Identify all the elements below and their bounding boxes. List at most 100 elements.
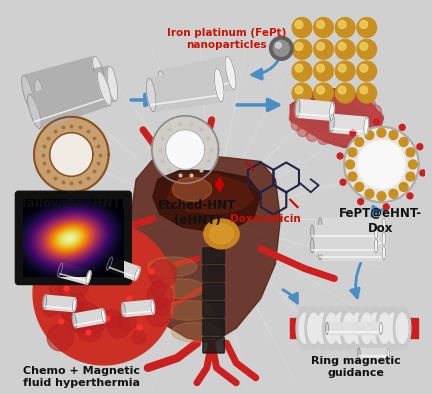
- Circle shape: [306, 94, 318, 106]
- Polygon shape: [312, 225, 376, 239]
- Text: Doxorubicin: Doxorubicin: [230, 214, 301, 224]
- Ellipse shape: [358, 307, 375, 350]
- Circle shape: [108, 316, 130, 338]
- Polygon shape: [35, 79, 45, 114]
- Polygon shape: [325, 322, 328, 334]
- Circle shape: [370, 105, 381, 117]
- Circle shape: [297, 125, 309, 137]
- Polygon shape: [290, 318, 418, 338]
- Polygon shape: [320, 232, 384, 246]
- Circle shape: [289, 112, 301, 124]
- Circle shape: [297, 99, 309, 111]
- Circle shape: [338, 43, 346, 50]
- Circle shape: [335, 83, 355, 103]
- Ellipse shape: [296, 307, 314, 350]
- Circle shape: [335, 18, 355, 37]
- Polygon shape: [374, 225, 378, 239]
- Polygon shape: [44, 295, 75, 312]
- Polygon shape: [23, 56, 104, 110]
- Ellipse shape: [370, 313, 381, 343]
- Polygon shape: [158, 71, 169, 104]
- Circle shape: [365, 131, 374, 139]
- Circle shape: [71, 268, 86, 283]
- Circle shape: [357, 39, 377, 59]
- Circle shape: [314, 18, 334, 37]
- FancyBboxPatch shape: [203, 284, 225, 299]
- Circle shape: [48, 251, 61, 265]
- Polygon shape: [57, 263, 63, 277]
- Polygon shape: [164, 300, 213, 320]
- Circle shape: [273, 41, 289, 56]
- Polygon shape: [290, 88, 384, 148]
- Polygon shape: [387, 348, 390, 358]
- Ellipse shape: [361, 313, 373, 343]
- Circle shape: [291, 119, 303, 130]
- Polygon shape: [153, 169, 261, 231]
- Circle shape: [383, 204, 389, 210]
- Ellipse shape: [308, 313, 320, 343]
- Circle shape: [399, 182, 408, 191]
- Polygon shape: [107, 257, 112, 270]
- Polygon shape: [152, 116, 219, 183]
- Polygon shape: [121, 303, 125, 316]
- Circle shape: [389, 131, 398, 139]
- Polygon shape: [330, 102, 334, 120]
- Polygon shape: [359, 348, 388, 358]
- Circle shape: [318, 91, 330, 103]
- Circle shape: [365, 190, 374, 198]
- Circle shape: [335, 39, 355, 59]
- Polygon shape: [320, 218, 384, 232]
- Circle shape: [407, 193, 413, 199]
- Circle shape: [399, 138, 408, 147]
- Polygon shape: [156, 279, 205, 298]
- Ellipse shape: [340, 307, 358, 350]
- Polygon shape: [297, 99, 333, 120]
- Circle shape: [364, 125, 375, 137]
- Ellipse shape: [343, 313, 355, 343]
- Ellipse shape: [325, 313, 337, 343]
- Ellipse shape: [388, 313, 399, 343]
- Polygon shape: [311, 239, 314, 253]
- Polygon shape: [50, 133, 93, 177]
- Circle shape: [149, 260, 177, 288]
- Ellipse shape: [352, 313, 364, 343]
- Polygon shape: [107, 66, 118, 101]
- Ellipse shape: [393, 307, 411, 350]
- Circle shape: [355, 138, 364, 147]
- Circle shape: [357, 61, 377, 81]
- Text: FePT@eHNT-
Dox: FePT@eHNT- Dox: [339, 207, 422, 235]
- Text: Halloysite (HNT): Halloysite (HNT): [17, 197, 126, 210]
- Polygon shape: [358, 141, 405, 188]
- Polygon shape: [214, 69, 224, 102]
- Circle shape: [314, 83, 334, 103]
- Circle shape: [360, 43, 368, 50]
- Circle shape: [355, 94, 366, 106]
- Circle shape: [98, 217, 128, 247]
- Text: Iron platinum (FePt)
nanoparticles: Iron platinum (FePt) nanoparticles: [167, 28, 286, 50]
- Circle shape: [73, 267, 86, 280]
- Circle shape: [82, 308, 107, 333]
- Circle shape: [417, 144, 423, 150]
- Circle shape: [295, 20, 303, 28]
- Ellipse shape: [314, 307, 331, 350]
- Polygon shape: [151, 300, 155, 314]
- Circle shape: [70, 260, 83, 273]
- FancyBboxPatch shape: [16, 191, 131, 284]
- Circle shape: [372, 112, 384, 124]
- Polygon shape: [149, 69, 222, 112]
- Polygon shape: [130, 154, 280, 343]
- Circle shape: [71, 302, 100, 331]
- FancyBboxPatch shape: [203, 301, 225, 317]
- Circle shape: [295, 64, 303, 72]
- Circle shape: [133, 331, 146, 344]
- Circle shape: [346, 160, 354, 169]
- Circle shape: [314, 61, 334, 81]
- Circle shape: [292, 83, 312, 103]
- Polygon shape: [318, 218, 322, 232]
- Polygon shape: [210, 224, 233, 244]
- Circle shape: [406, 148, 415, 157]
- Ellipse shape: [349, 307, 367, 350]
- Circle shape: [317, 43, 324, 50]
- Circle shape: [276, 43, 281, 48]
- Circle shape: [63, 302, 91, 331]
